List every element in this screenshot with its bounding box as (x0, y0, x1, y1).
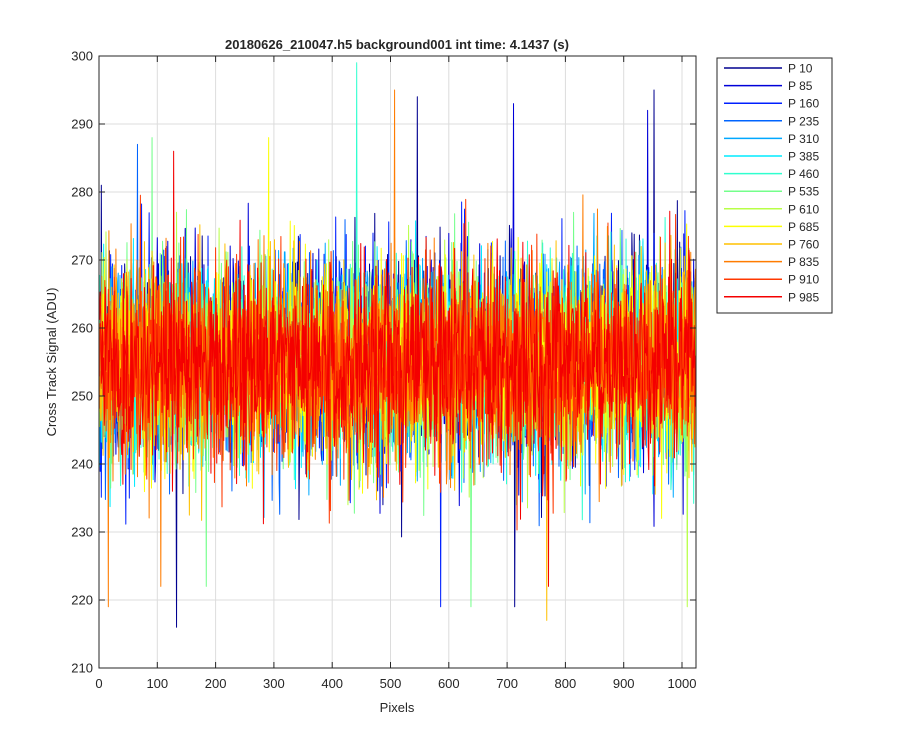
legend-label: P 160 (788, 97, 819, 111)
y-axis-label: Cross Track Signal (ADU) (44, 288, 59, 437)
y-tick-label: 210 (71, 661, 93, 676)
x-tick-label: 1000 (668, 676, 697, 691)
legend-label: P 985 (788, 290, 819, 304)
x-tick-label: 800 (555, 676, 577, 691)
y-tick-label: 270 (71, 253, 93, 268)
x-tick-label: 500 (380, 676, 402, 691)
legend: P 10 P 85 P 160 P 235 P 310 P 385 P 460 P 535 P … (716, 57, 833, 314)
x-tick-label: 200 (205, 676, 227, 691)
legend-label: P 310 (788, 132, 819, 146)
legend-box (716, 57, 833, 314)
series-layer (99, 62, 697, 628)
x-tick-label: 600 (438, 676, 460, 691)
axis-ticks: 0 100 200 300 400 500 600 700 800 900 1000 210 220 23… (71, 49, 696, 692)
y-tick-label: 280 (71, 185, 93, 200)
legend-label: P 460 (788, 167, 819, 181)
legend-label: P 85 (788, 79, 813, 93)
chart-title: 20180626_210047.h5 background001 int tim… (225, 37, 569, 52)
y-tick-label: 230 (71, 525, 93, 540)
x-tick-label: 100 (146, 676, 168, 691)
x-tick-label: 700 (496, 676, 518, 691)
x-tick-label: 300 (263, 676, 285, 691)
x-tick-label: 0 (95, 676, 102, 691)
x-tick-label: 400 (321, 676, 343, 691)
x-tick-label: 900 (613, 676, 635, 691)
y-tick-label: 240 (71, 457, 93, 472)
y-tick-label: 260 (71, 321, 93, 336)
legend-label: P 535 (788, 185, 819, 199)
y-tick-label: 290 (71, 117, 93, 132)
y-tick-label: 300 (71, 49, 93, 64)
legend-label: P 610 (788, 202, 819, 216)
legend-label: P 385 (788, 150, 819, 164)
legend-label: P 835 (788, 255, 819, 269)
legend-label: P 760 (788, 238, 819, 252)
legend-label: P 235 (788, 114, 819, 128)
legend-label: P 685 (788, 220, 819, 234)
legend-label: P 10 (788, 62, 813, 76)
x-axis-label: Pixels (380, 700, 415, 715)
plot-frame (98, 55, 697, 669)
legend-label: P 910 (788, 273, 819, 287)
y-tick-label: 250 (71, 389, 93, 404)
y-tick-label: 220 (71, 593, 93, 608)
series-line (99, 150, 697, 587)
